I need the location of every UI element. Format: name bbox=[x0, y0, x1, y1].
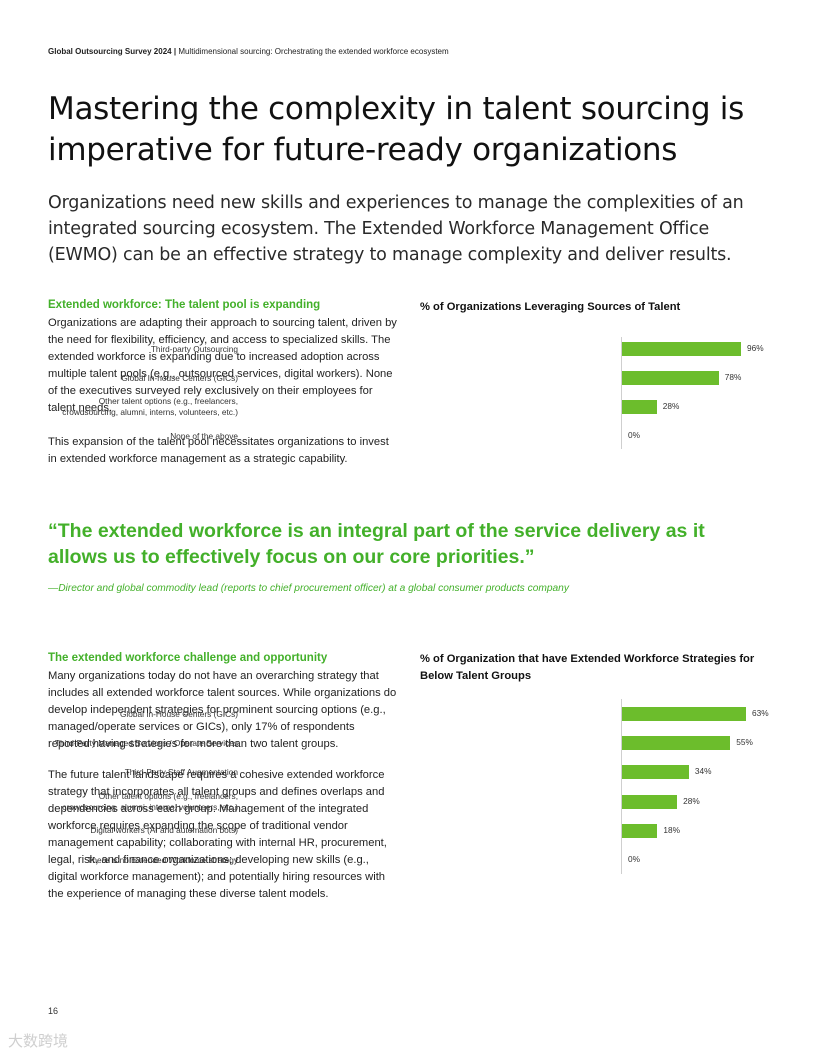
bar-label-line: Third-party Outsourcing bbox=[150, 343, 238, 354]
bar bbox=[622, 823, 658, 838]
bar-label: There is no Extended Workforce strategy bbox=[87, 855, 238, 866]
bar-label-line: Other talent options (e.g., freelancers, bbox=[98, 396, 238, 406]
bar-value-label: 0% bbox=[628, 854, 640, 864]
bar-value-label: 96% bbox=[747, 343, 764, 353]
header-section: Multidimensional sourcing: Orchestrating… bbox=[178, 47, 449, 56]
watermark-logo: 大数跨境 bbox=[8, 1033, 69, 1050]
bar-value-label: 28% bbox=[662, 401, 680, 411]
running-header: Global Outsourcing Survey 2024 | Multidi… bbox=[48, 47, 449, 56]
bar-label-line: Global In-house Centers (GICs) bbox=[121, 372, 238, 383]
chart2-title: % of Organization that have Extended Wor… bbox=[420, 653, 755, 682]
section2-body: Many organizations today do not have an … bbox=[48, 668, 398, 903]
bar-label-line: Digital workers (AI and automation bots) bbox=[90, 825, 238, 836]
title-line-1: Mastering the complexity in talent sourc… bbox=[48, 91, 744, 127]
bar bbox=[622, 794, 678, 809]
section2-paragraph-1: Many organizations today do not have an … bbox=[48, 670, 397, 750]
section2-heading: The extended workforce challenge and opp… bbox=[48, 652, 328, 664]
bar-label: Third-party Outsourcing bbox=[151, 344, 238, 355]
bar-label-line: Third-Party Staff Augmentation bbox=[124, 766, 238, 777]
bar bbox=[622, 400, 657, 414]
page-number: 16 bbox=[48, 1006, 59, 1016]
bar-value-label: 18% bbox=[663, 824, 681, 835]
bar-label: Other talent options (e.g., freelancers,… bbox=[62, 396, 238, 418]
bar-label-line: Third-Party Managed Services / Operate S… bbox=[54, 737, 238, 748]
bar bbox=[622, 765, 689, 780]
chart1-title: % of Organizations Leveraging Sources of… bbox=[420, 301, 681, 313]
bar-label: None of the above bbox=[170, 431, 238, 442]
section1-paragraph-2: This expansion of the talent pool necess… bbox=[48, 436, 389, 465]
section2-paragraph-2: The future talent landscape requires a c… bbox=[48, 769, 387, 900]
bar-label-line: None of the above bbox=[170, 430, 238, 441]
bar-label-line: Global In-House Centers (GICs) bbox=[119, 708, 238, 719]
chart-axis-line bbox=[621, 337, 622, 449]
bar-label: Third-Party Staff Augmentation bbox=[125, 767, 238, 778]
bar-label-line: There is no Extended Workforce strategy bbox=[87, 854, 238, 865]
page-title: Mastering the complexity in talent sourc… bbox=[48, 89, 768, 171]
bar-label: Other talent options (e.g., freelancers,… bbox=[62, 791, 238, 813]
bar bbox=[622, 371, 719, 385]
bar-value-label: 34% bbox=[694, 766, 712, 777]
bar-label-line: crowdsourcing, alumni, interns, voluntee… bbox=[62, 801, 238, 812]
bar-label: Digital workers (AI and automation bots) bbox=[90, 825, 238, 836]
section1-paragraph-1: Organizations are adapting their approac… bbox=[48, 317, 397, 414]
bar-value-label: 78% bbox=[724, 372, 742, 382]
pull-quote: “The extended workforce is an integral p… bbox=[48, 520, 705, 568]
bar-label: Third-Party Managed Services / Operate S… bbox=[55, 738, 238, 749]
bar-label-line: crowdsourcing, alumni, interns, voluntee… bbox=[62, 407, 238, 417]
page-subtitle: Organizations need new skills and experi… bbox=[48, 193, 744, 265]
quote-attribution: —Director and global commodity lead (rep… bbox=[48, 583, 569, 594]
bar-value-label: 63% bbox=[752, 708, 769, 718]
bar-label: Global In-House Centers (GICs) bbox=[120, 709, 238, 720]
section1-heading: Extended workforce: The talent pool is e… bbox=[48, 299, 321, 311]
bar-label-line: Other talent options (e.g., freelancers, bbox=[98, 790, 238, 801]
bar-value-label: 0% bbox=[628, 430, 640, 440]
title-line-2: imperative for future-ready organization… bbox=[48, 132, 678, 168]
bar-value-label: 55% bbox=[736, 737, 753, 748]
bar bbox=[622, 736, 731, 751]
chart-axis-line bbox=[621, 699, 622, 874]
bar bbox=[622, 707, 746, 721]
bar-label: Global In-house Centers (GICs) bbox=[121, 373, 238, 384]
section1-body: Organizations are adapting their approac… bbox=[48, 315, 398, 468]
bar-value-label: 28% bbox=[683, 795, 700, 806]
report-name: Global Outsourcing Survey 2024 bbox=[48, 47, 172, 56]
header-separator: | bbox=[173, 47, 177, 56]
bar bbox=[622, 342, 742, 356]
